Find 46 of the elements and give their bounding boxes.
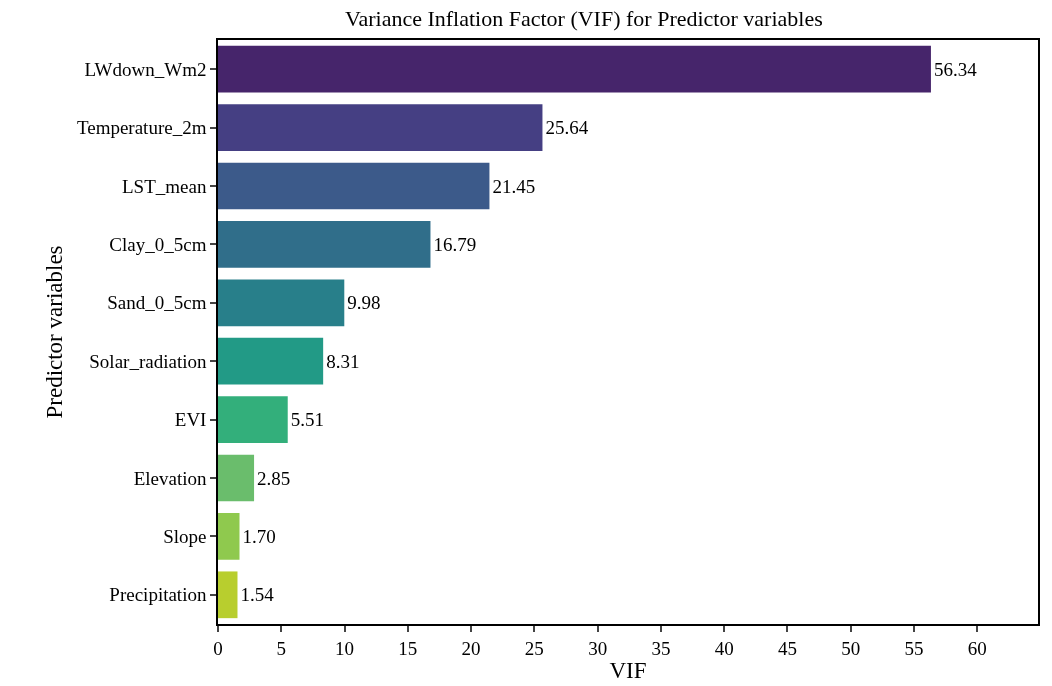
- bar: [218, 396, 288, 443]
- x-tick-label: 35: [651, 637, 671, 659]
- y-tick-label: Clay_0_5cm: [109, 234, 207, 256]
- y-tick-label: Precipitation: [109, 584, 207, 606]
- data-label: 16.79: [433, 233, 477, 255]
- x-tick-label: 50: [841, 637, 861, 659]
- x-tick-label: 25: [524, 637, 544, 659]
- x-tick-label: 45: [777, 637, 797, 659]
- data-label: 1.54: [240, 584, 275, 606]
- y-tick-label: Slope: [163, 526, 207, 548]
- y-tick-label: Temperature_2m: [76, 117, 207, 139]
- x-axis-title: VIF: [609, 657, 647, 683]
- x-tick-label: 20: [461, 637, 481, 659]
- y-tick-label: Sand_0_5cm: [107, 292, 207, 314]
- data-label: 25.64: [545, 117, 589, 139]
- data-label: 2.85: [257, 467, 291, 489]
- x-tick-label: 60: [967, 637, 987, 659]
- bar: [218, 162, 490, 210]
- data-label: 21.45: [492, 175, 536, 197]
- y-tick-label: LWdown_Wm2: [84, 58, 207, 80]
- x-tick-label: 40: [714, 637, 734, 659]
- y-tick-label: Elevation: [133, 467, 207, 489]
- data-label: 5.51: [290, 409, 324, 431]
- x-tick-label: 5: [276, 637, 287, 659]
- y-axis-title: Predictor variables: [41, 245, 67, 419]
- x-tick-label: 15: [398, 637, 418, 659]
- x-tick-label: 55: [904, 637, 924, 659]
- data-label: 1.70: [242, 525, 276, 547]
- x-tick-label: 0: [213, 637, 223, 659]
- x-tick-label: 10: [335, 637, 355, 659]
- data-label: 8.31: [326, 350, 360, 372]
- y-tick-label: LST_mean: [122, 175, 207, 197]
- y-tick-label: Solar_radiation: [89, 350, 207, 372]
- data-label: 9.98: [347, 292, 381, 314]
- y-tick-label: EVI: [174, 409, 207, 431]
- bar: [218, 513, 240, 560]
- bar: [218, 104, 543, 151]
- bar: [218, 571, 238, 619]
- x-tick-label: 30: [588, 637, 608, 659]
- chart-title: Variance Inflation Factor (VIF) for Predictor variables: [345, 5, 823, 31]
- data-label: 56.34: [933, 58, 978, 80]
- bar: [218, 337, 324, 385]
- bar: [218, 45, 931, 93]
- bar: [218, 221, 431, 268]
- bar: [218, 279, 345, 327]
- bar: [218, 454, 255, 502]
